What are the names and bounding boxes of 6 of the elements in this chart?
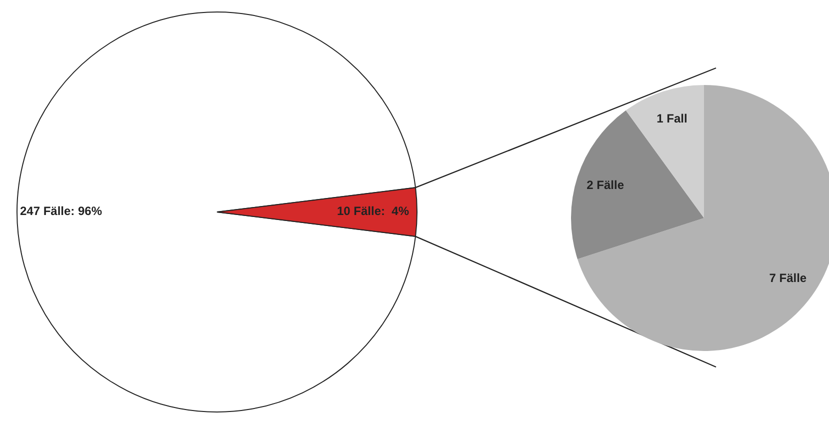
- pie-slice: [16, 12, 416, 412]
- data-label: 7 Fälle: [769, 271, 807, 286]
- data-label: 10 Fälle: 4%: [336, 204, 410, 218]
- data-label: 2 Fälle: [586, 178, 624, 192]
- data-label: 1 Fall: [656, 112, 688, 126]
- data-label: 247 Fälle: 96%: [20, 204, 102, 218]
